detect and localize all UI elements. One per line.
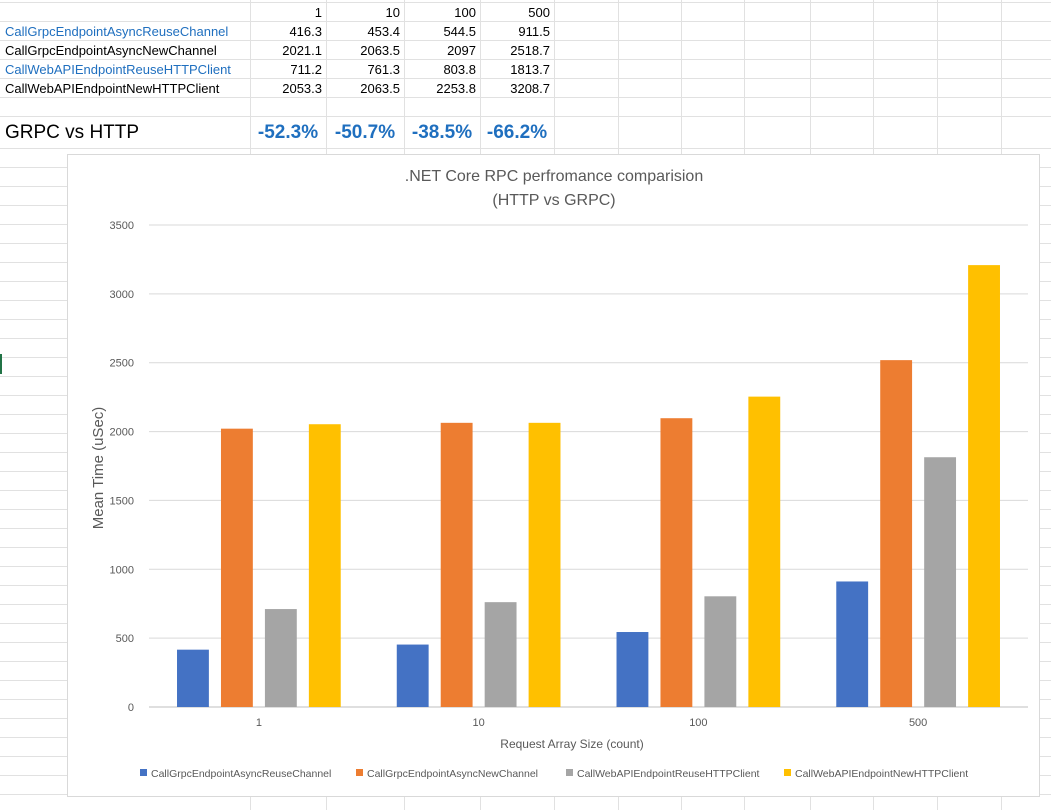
cell[interactable]: 2518.7 — [510, 43, 550, 58]
bar[interactable] — [484, 602, 517, 707]
header-cell-1[interactable]: 1 — [314, 5, 322, 20]
header-cell-10[interactable]: 10 — [385, 5, 400, 20]
chart-title: .NET Core RPC perfromance comparision — [405, 168, 703, 185]
cell[interactable]: 911.5 — [518, 24, 550, 39]
bar[interactable] — [396, 644, 429, 707]
legend-entry[interactable]: CallGrpcEndpointAsyncNewChannel — [367, 768, 538, 780]
selection-marker — [0, 354, 2, 374]
comparison-pct-100[interactable]: -38.5% — [411, 122, 473, 143]
legend-entry[interactable]: CallWebAPIEndpointReuseHTTPClient — [577, 768, 760, 780]
bar[interactable] — [440, 422, 473, 707]
bar[interactable] — [264, 609, 297, 707]
x-tick-label: 1 — [256, 717, 262, 729]
y-tick-label: 0 — [128, 702, 134, 714]
cell[interactable]: 2063.5 — [360, 43, 400, 58]
cell[interactable]: 2097 — [447, 43, 476, 58]
row-label-grpc-reuse[interactable]: CallGrpcEndpointAsyncReuseChannel — [5, 24, 229, 39]
cell[interactable]: 416.3 — [289, 24, 322, 39]
y-tick-label: 3500 — [110, 220, 134, 232]
cell[interactable]: 761.3 — [367, 62, 400, 77]
bar[interactable] — [880, 360, 913, 707]
bar[interactable] — [177, 649, 209, 707]
cell[interactable]: 2253.8 — [436, 81, 476, 96]
legend-swatch — [784, 769, 791, 776]
legend-swatch — [356, 769, 363, 776]
x-tick-label: 100 — [689, 717, 707, 729]
legend-swatch — [566, 769, 573, 776]
y-tick-label: 500 — [116, 633, 134, 645]
comparison-pct-10[interactable]: -50.7% — [334, 122, 396, 143]
cell[interactable]: 711.2 — [290, 62, 322, 77]
bar[interactable] — [704, 596, 737, 707]
bar[interactable] — [748, 396, 781, 707]
bar[interactable] — [616, 632, 649, 707]
cell[interactable]: 2021.1 — [282, 43, 322, 58]
comparison-pct-1[interactable]: -52.3% — [257, 122, 319, 143]
row-label-grpc-new[interactable]: CallGrpcEndpointAsyncNewChannel — [5, 43, 217, 58]
cell[interactable]: 453.4 — [367, 24, 400, 39]
comparison-pct-500[interactable]: -66.2% — [486, 122, 548, 143]
cell[interactable]: 3208.7 — [510, 81, 550, 96]
header-cell-500[interactable]: 500 — [528, 5, 550, 20]
bar[interactable] — [836, 581, 869, 707]
comparison-label[interactable]: GRPC vs HTTP — [5, 122, 140, 143]
bar[interactable] — [220, 428, 253, 707]
cell[interactable]: 803.8 — [443, 62, 476, 77]
x-tick-label: 500 — [909, 717, 927, 729]
x-axis-title: Request Array Size (count) — [500, 737, 643, 751]
y-tick-label: 1000 — [110, 564, 134, 576]
cell[interactable]: 2063.5 — [360, 81, 400, 96]
cell[interactable]: 544.5 — [443, 24, 476, 39]
cell[interactable]: 1813.7 — [510, 62, 550, 77]
y-tick-label: 2500 — [110, 358, 134, 370]
legend-entry[interactable]: CallWebAPIEndpointNewHTTPClient — [795, 768, 968, 780]
bar-chart: .NET Core RPC perfromance comparision (H… — [90, 168, 1028, 780]
chart-object[interactable]: .NET Core RPC perfromance comparision (H… — [67, 154, 1040, 797]
row-label-webapi-new[interactable]: CallWebAPIEndpointNewHTTPClient — [5, 81, 220, 96]
bar[interactable] — [968, 265, 1000, 707]
x-tick-label: 10 — [473, 717, 485, 729]
bar[interactable] — [924, 457, 957, 707]
bar[interactable] — [528, 422, 561, 707]
y-axis-title: Mean Time (uSec) — [90, 407, 107, 530]
y-tick-label: 3000 — [110, 289, 134, 301]
row-label-webapi-reuse[interactable]: CallWebAPIEndpointReuseHTTPClient — [5, 62, 231, 77]
y-tick-label: 2000 — [110, 427, 134, 439]
header-cell-100[interactable]: 100 — [454, 5, 476, 20]
chart-subtitle: (HTTP vs GRPC) — [492, 192, 615, 209]
cell[interactable]: 2053.3 — [282, 81, 322, 96]
bar[interactable] — [660, 418, 693, 707]
y-tick-label: 1500 — [110, 495, 134, 507]
legend-swatch — [140, 769, 147, 776]
bar[interactable] — [308, 424, 341, 707]
legend-entry[interactable]: CallGrpcEndpointAsyncReuseChannel — [151, 768, 331, 780]
